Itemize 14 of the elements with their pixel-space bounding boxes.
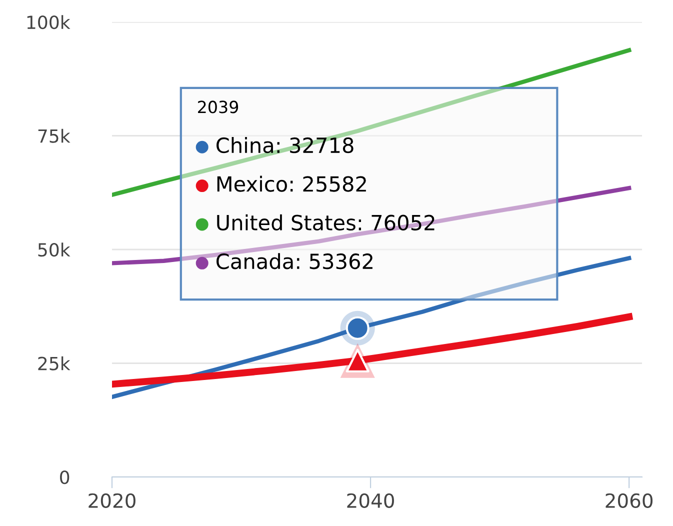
annotation: Mexico: 25582 <box>217 176 366 192</box>
x-tick-label: 2060 <box>606 493 653 508</box>
x-tick-label: 2020 <box>88 493 136 508</box>
annotation: United States: 76052 <box>217 214 434 231</box>
line-series <box>112 48 632 197</box>
y-tick-label: 25k <box>38 356 70 370</box>
y-tick-label: 50k <box>38 242 70 257</box>
annotation: 2039 <box>198 100 238 114</box>
x-tick-label: 2040 <box>347 493 394 508</box>
y-tick-label: 100k <box>27 15 70 30</box>
y-tick-label: 0 <box>60 470 70 484</box>
annotation: China: 32718 <box>216 137 354 154</box>
y-tick-label: 75k <box>38 128 70 143</box>
annotation: Canada: 53362 <box>216 253 372 270</box>
